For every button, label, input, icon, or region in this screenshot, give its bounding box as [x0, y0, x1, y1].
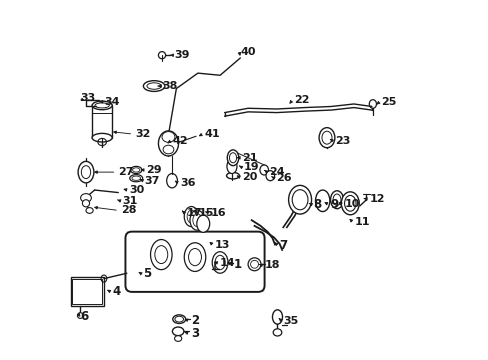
Bar [70, 277, 103, 306]
Text: 7: 7 [279, 239, 287, 252]
Text: 27: 27 [118, 167, 134, 177]
Ellipse shape [147, 83, 161, 89]
Bar [72, 279, 102, 305]
Ellipse shape [288, 185, 311, 214]
Text: 19: 19 [244, 162, 259, 172]
Text: 15: 15 [198, 208, 214, 218]
Ellipse shape [132, 168, 140, 172]
Ellipse shape [81, 194, 91, 202]
Ellipse shape [330, 191, 343, 209]
Text: 17: 17 [186, 208, 202, 218]
Text: 3: 3 [190, 327, 199, 340]
Ellipse shape [272, 310, 282, 324]
Text: 4: 4 [112, 285, 121, 298]
Text: 23: 23 [334, 136, 349, 146]
Text: 40: 40 [241, 46, 256, 57]
Text: 26: 26 [276, 173, 291, 183]
Ellipse shape [184, 207, 198, 226]
Ellipse shape [368, 100, 376, 108]
Ellipse shape [82, 200, 89, 207]
Text: 1: 1 [233, 258, 242, 271]
Text: 38: 38 [163, 81, 178, 91]
Ellipse shape [129, 175, 142, 182]
Ellipse shape [163, 145, 174, 154]
Ellipse shape [158, 51, 165, 59]
Ellipse shape [341, 192, 359, 215]
Ellipse shape [81, 166, 90, 179]
Ellipse shape [196, 215, 209, 232]
Text: 2: 2 [190, 314, 199, 327]
Text: 30: 30 [129, 185, 144, 195]
Ellipse shape [86, 208, 93, 213]
Text: 22: 22 [293, 95, 309, 105]
Text: 18: 18 [264, 260, 279, 270]
Text: 11: 11 [354, 217, 370, 227]
Text: 32: 32 [135, 129, 150, 139]
Text: 28: 28 [121, 206, 136, 216]
Ellipse shape [292, 190, 307, 210]
Ellipse shape [162, 132, 175, 142]
Ellipse shape [78, 161, 94, 183]
Ellipse shape [166, 174, 177, 188]
Ellipse shape [132, 176, 140, 180]
Text: 10: 10 [344, 199, 359, 210]
Text: 39: 39 [174, 50, 190, 60]
Ellipse shape [319, 128, 334, 148]
Ellipse shape [229, 153, 236, 163]
Ellipse shape [172, 315, 185, 323]
Text: 21: 21 [241, 153, 257, 163]
Ellipse shape [175, 316, 183, 322]
Ellipse shape [226, 159, 237, 174]
Ellipse shape [344, 195, 355, 211]
Text: 13: 13 [215, 240, 230, 250]
Text: 41: 41 [204, 129, 220, 139]
Ellipse shape [265, 171, 274, 181]
Ellipse shape [187, 210, 195, 223]
Ellipse shape [77, 313, 83, 319]
Text: 20: 20 [241, 172, 257, 182]
Text: 14: 14 [220, 258, 235, 268]
Text: 12: 12 [368, 194, 384, 204]
Ellipse shape [250, 260, 258, 268]
Ellipse shape [226, 172, 239, 179]
Text: 6: 6 [80, 310, 88, 324]
Text: 8: 8 [313, 198, 321, 211]
Bar [92, 105, 112, 138]
Ellipse shape [190, 210, 204, 230]
Ellipse shape [260, 165, 268, 175]
Ellipse shape [321, 131, 331, 144]
Text: 34: 34 [104, 97, 119, 107]
Text: 42: 42 [172, 136, 187, 146]
Ellipse shape [332, 194, 340, 206]
Text: 35: 35 [283, 316, 298, 325]
Ellipse shape [95, 103, 109, 108]
Ellipse shape [92, 101, 112, 110]
Text: 5: 5 [143, 267, 151, 280]
Text: 24: 24 [268, 167, 284, 177]
Ellipse shape [130, 166, 142, 174]
Ellipse shape [143, 81, 164, 91]
Text: 16: 16 [210, 208, 225, 218]
Text: 36: 36 [180, 178, 195, 188]
Ellipse shape [92, 134, 112, 142]
Ellipse shape [172, 327, 183, 336]
FancyBboxPatch shape [125, 231, 264, 292]
Ellipse shape [247, 258, 261, 271]
Text: 37: 37 [144, 176, 160, 186]
Text: 33: 33 [80, 93, 95, 103]
Ellipse shape [192, 214, 201, 226]
Text: 29: 29 [145, 165, 161, 175]
Ellipse shape [158, 131, 178, 156]
Text: 25: 25 [381, 97, 396, 107]
Text: 31: 31 [122, 196, 137, 206]
Ellipse shape [315, 190, 329, 212]
Ellipse shape [273, 329, 281, 336]
Text: 9: 9 [330, 198, 338, 211]
Ellipse shape [227, 150, 238, 166]
Ellipse shape [174, 336, 182, 341]
